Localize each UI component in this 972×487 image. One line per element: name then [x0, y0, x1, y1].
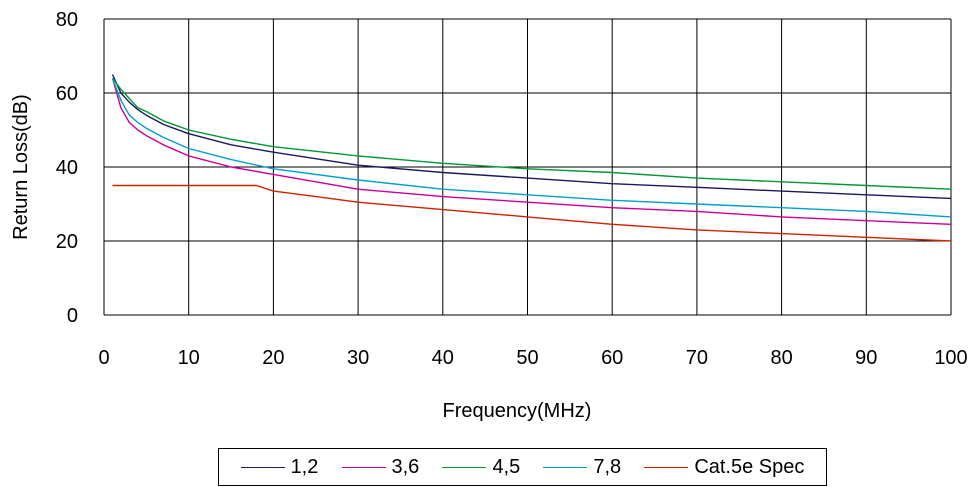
- series-line-4: [112, 184, 952, 242]
- legend-item: Cat.5e Spec: [644, 456, 804, 479]
- series-line-3: [111, 77, 952, 218]
- series-line-1: [111, 78, 952, 225]
- legend-swatch: [543, 466, 588, 468]
- y-tick-label: 40: [56, 157, 78, 179]
- x-tick-labels: 0 10 20 30 40 50 60 70 80 90 100: [98, 347, 967, 369]
- legend-item: 1,2: [240, 455, 319, 479]
- x-tick-label: 20: [262, 347, 284, 369]
- legend-swatch: [442, 466, 487, 468]
- legend-item: 7,8: [543, 456, 621, 479]
- x-tick-label: 100: [934, 347, 967, 369]
- legend-label: 7,8: [593, 455, 622, 478]
- x-axis-label: Frequency(MHz): [443, 400, 592, 422]
- y-tick-label: 80: [56, 9, 78, 31]
- x-tick-label: 60: [601, 347, 623, 369]
- y-axis-label: Return Loss(dB): [10, 94, 32, 240]
- x-tick-label: 50: [516, 347, 538, 369]
- legend-swatch: [341, 466, 386, 468]
- series-line-2: [111, 77, 952, 190]
- series-group: [111, 74, 952, 242]
- legend-label: 1,2: [290, 455, 319, 478]
- x-tick-label: 90: [855, 347, 877, 369]
- legend-label: 4,5: [492, 455, 521, 478]
- x-tick-label: 30: [347, 347, 369, 369]
- grid: [103, 18, 952, 316]
- legend-label: 3,6: [391, 455, 420, 478]
- x-tick-label: 80: [770, 347, 792, 369]
- series-line-0: [111, 74, 952, 200]
- x-tick-label: 0: [98, 347, 109, 369]
- legend-swatch: [644, 466, 689, 468]
- legend: 1,2 3,6 4,5 7,8 Cat.5e Spec: [218, 448, 827, 486]
- y-tick-label: 0: [67, 305, 78, 327]
- y-tick-labels: 0 20 40 60 80: [56, 9, 78, 327]
- x-tick-label: 10: [178, 347, 200, 369]
- x-tick-label: 70: [686, 347, 708, 369]
- legend-label: Cat.5e Spec: [694, 455, 805, 478]
- y-tick-label: 20: [56, 231, 78, 253]
- legend-item: 3,6: [341, 455, 420, 479]
- legend-swatch: [240, 466, 285, 468]
- x-tick-label: 40: [432, 347, 454, 369]
- legend-item: 4,5: [442, 456, 520, 479]
- y-tick-label: 60: [56, 83, 78, 105]
